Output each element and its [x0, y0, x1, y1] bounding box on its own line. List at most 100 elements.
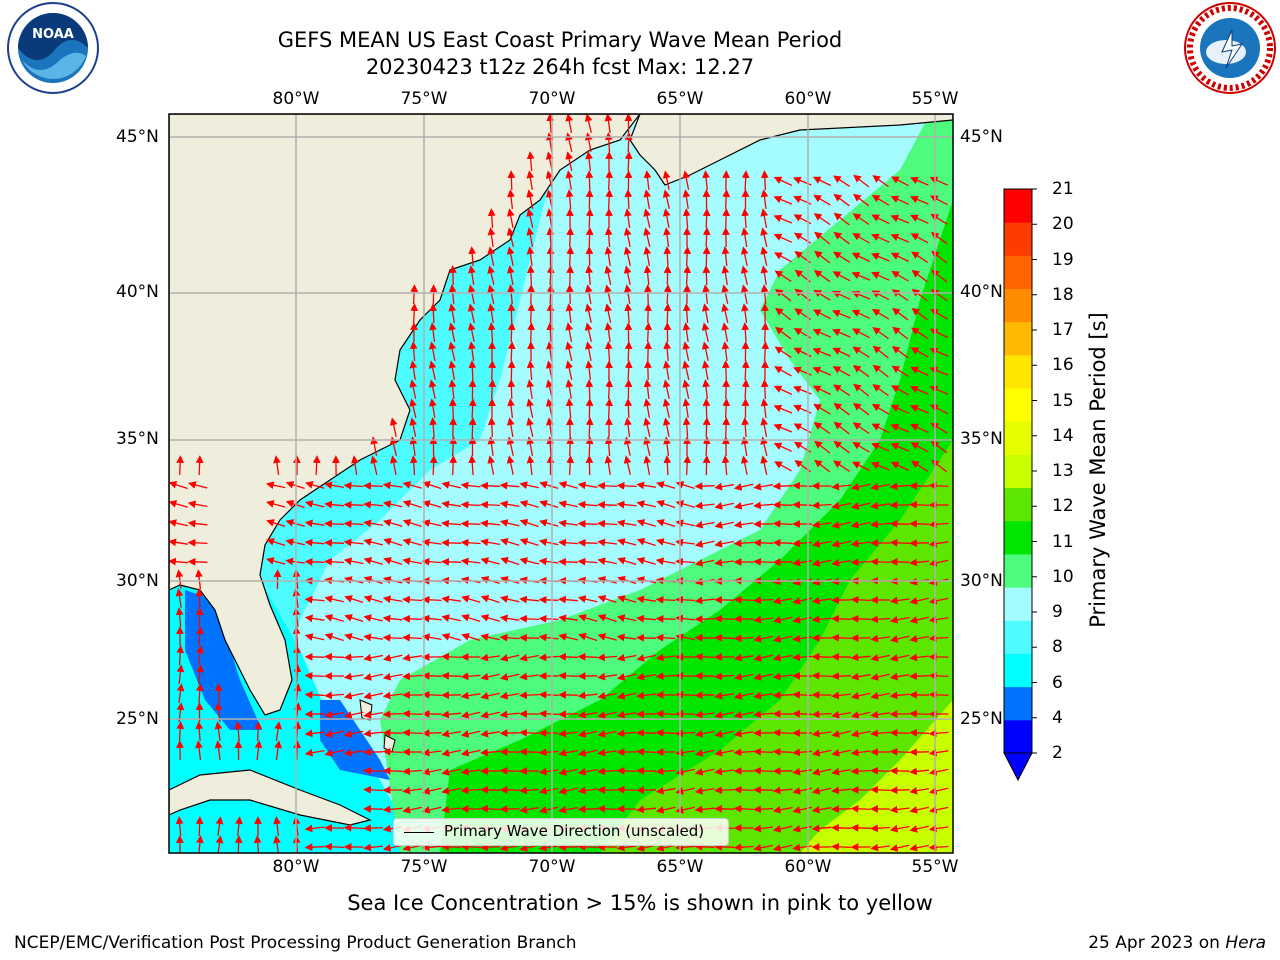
- wave-arrow: [909, 709, 930, 718]
- wave-arrow: [889, 615, 910, 624]
- wave-arrow: [421, 843, 442, 852]
- wave-arrow: [740, 455, 749, 475]
- wave-arrow: [753, 710, 774, 719]
- wave-arrow: [480, 804, 501, 813]
- wave-arrow: [753, 482, 774, 491]
- wave-arrow: [507, 189, 515, 209]
- wave-arrow: [643, 265, 652, 286]
- wave-arrow: [852, 193, 870, 207]
- wave-arrow: [460, 481, 481, 490]
- wave-arrow: [441, 710, 462, 719]
- wave-arrow: [566, 227, 575, 248]
- wave-arrow: [507, 379, 516, 400]
- wave-arrow: [662, 189, 671, 209]
- wave-arrow: [604, 246, 613, 266]
- wave-arrow: [714, 539, 735, 548]
- wave-arrow: [254, 740, 263, 761]
- wave-arrow: [675, 690, 696, 699]
- wave-arrow: [448, 398, 457, 419]
- wave-arrow: [643, 189, 652, 210]
- wave-arrow: [487, 246, 496, 266]
- wave-arrow: [304, 595, 325, 604]
- wave-arrow: [831, 521, 851, 529]
- wave-arrow: [850, 653, 871, 662]
- wave-arrow: [195, 721, 204, 742]
- colorbar-tick-label: 18: [1052, 284, 1074, 305]
- wave-arrow: [662, 360, 671, 381]
- wave-arrow: [773, 385, 793, 395]
- wave-arrow: [850, 823, 871, 832]
- wave-arrow: [772, 635, 793, 643]
- wave-arrow: [304, 671, 325, 680]
- wave-arrow: [702, 265, 711, 286]
- wave-arrow: [722, 417, 731, 438]
- wave-arrow: [675, 557, 696, 566]
- wave-arrow: [792, 653, 813, 662]
- wave-arrow: [448, 303, 457, 324]
- wave-arrow: [889, 747, 910, 756]
- wave-arrow: [585, 265, 593, 286]
- wave-arrow: [468, 246, 477, 267]
- wave-arrow: [850, 595, 871, 604]
- wave-arrow: [760, 246, 768, 266]
- wave-arrow: [421, 633, 442, 642]
- wave-arrow: [402, 728, 423, 737]
- wave-arrow: [344, 633, 364, 641]
- wave-arrow: [441, 805, 461, 814]
- wave-arrow: [889, 635, 910, 643]
- wave-arrow: [870, 634, 890, 643]
- wave-arrow: [814, 231, 831, 245]
- wave-arrow: [389, 417, 398, 437]
- wave-arrow: [870, 785, 891, 794]
- wave-arrow: [811, 729, 832, 738]
- wave-arrow: [304, 824, 325, 833]
- wave-arrow: [702, 284, 710, 304]
- wave-arrow: [409, 455, 418, 476]
- wave-arrow: [584, 303, 593, 323]
- wave-arrow: [409, 360, 418, 380]
- wave-arrow: [526, 246, 535, 266]
- wave-arrow: [499, 691, 520, 700]
- wave-arrow: [870, 501, 890, 510]
- wave-arrow: [733, 539, 754, 548]
- wave-arrow: [656, 500, 676, 509]
- wave-arrow: [811, 787, 832, 795]
- wave-arrow: [234, 721, 243, 742]
- wave-arrow: [733, 634, 754, 643]
- wave-arrow: [558, 557, 579, 566]
- wave-arrow: [565, 189, 574, 210]
- wave-arrow: [565, 341, 573, 361]
- wave-arrow: [605, 379, 614, 400]
- wave-arrow: [890, 252, 909, 262]
- wave-arrow: [772, 653, 793, 662]
- wave-arrow: [577, 691, 598, 700]
- wave-arrow: [565, 398, 574, 419]
- wave-arrow: [792, 843, 812, 852]
- wave-arrow: [343, 519, 364, 528]
- wave-arrow: [792, 824, 812, 833]
- wave-arrow: [774, 252, 792, 263]
- wave-arrow: [565, 114, 574, 134]
- wave-arrow: [850, 672, 871, 681]
- wave-arrow: [851, 328, 870, 339]
- wave-arrow: [701, 303, 710, 324]
- wave-arrow: [624, 341, 633, 362]
- wave-arrow: [714, 842, 735, 851]
- wave-arrow: [675, 519, 695, 528]
- wave-arrow: [382, 710, 403, 719]
- wave-arrow: [675, 767, 695, 776]
- wave-arrow: [273, 816, 281, 836]
- wave-arrow: [812, 176, 831, 187]
- wave-arrow: [616, 500, 637, 509]
- lon-label-top-65w: 65°W: [656, 89, 704, 109]
- lon-label-bottom-70w: 70°W: [528, 857, 576, 877]
- wave-arrow: [558, 614, 579, 623]
- wave-arrow: [448, 322, 456, 342]
- wave-arrow: [402, 614, 423, 623]
- wave-arrow: [851, 271, 871, 281]
- wave-arrow: [460, 500, 481, 509]
- wave-arrow: [694, 786, 715, 795]
- wave-arrow: [772, 786, 793, 795]
- wave-arrow: [402, 481, 422, 489]
- wave-arrow: [577, 595, 598, 603]
